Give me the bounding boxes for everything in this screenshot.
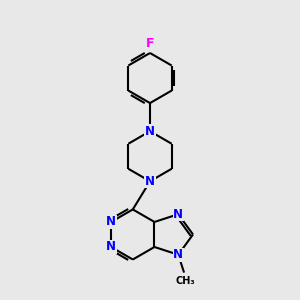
Text: N: N [173, 248, 183, 261]
Text: N: N [106, 241, 116, 254]
Text: N: N [173, 208, 183, 221]
Text: N: N [145, 125, 155, 138]
Text: F: F [146, 37, 154, 50]
Text: N: N [145, 175, 155, 188]
Text: CH₃: CH₃ [176, 276, 196, 286]
Text: N: N [106, 215, 116, 229]
